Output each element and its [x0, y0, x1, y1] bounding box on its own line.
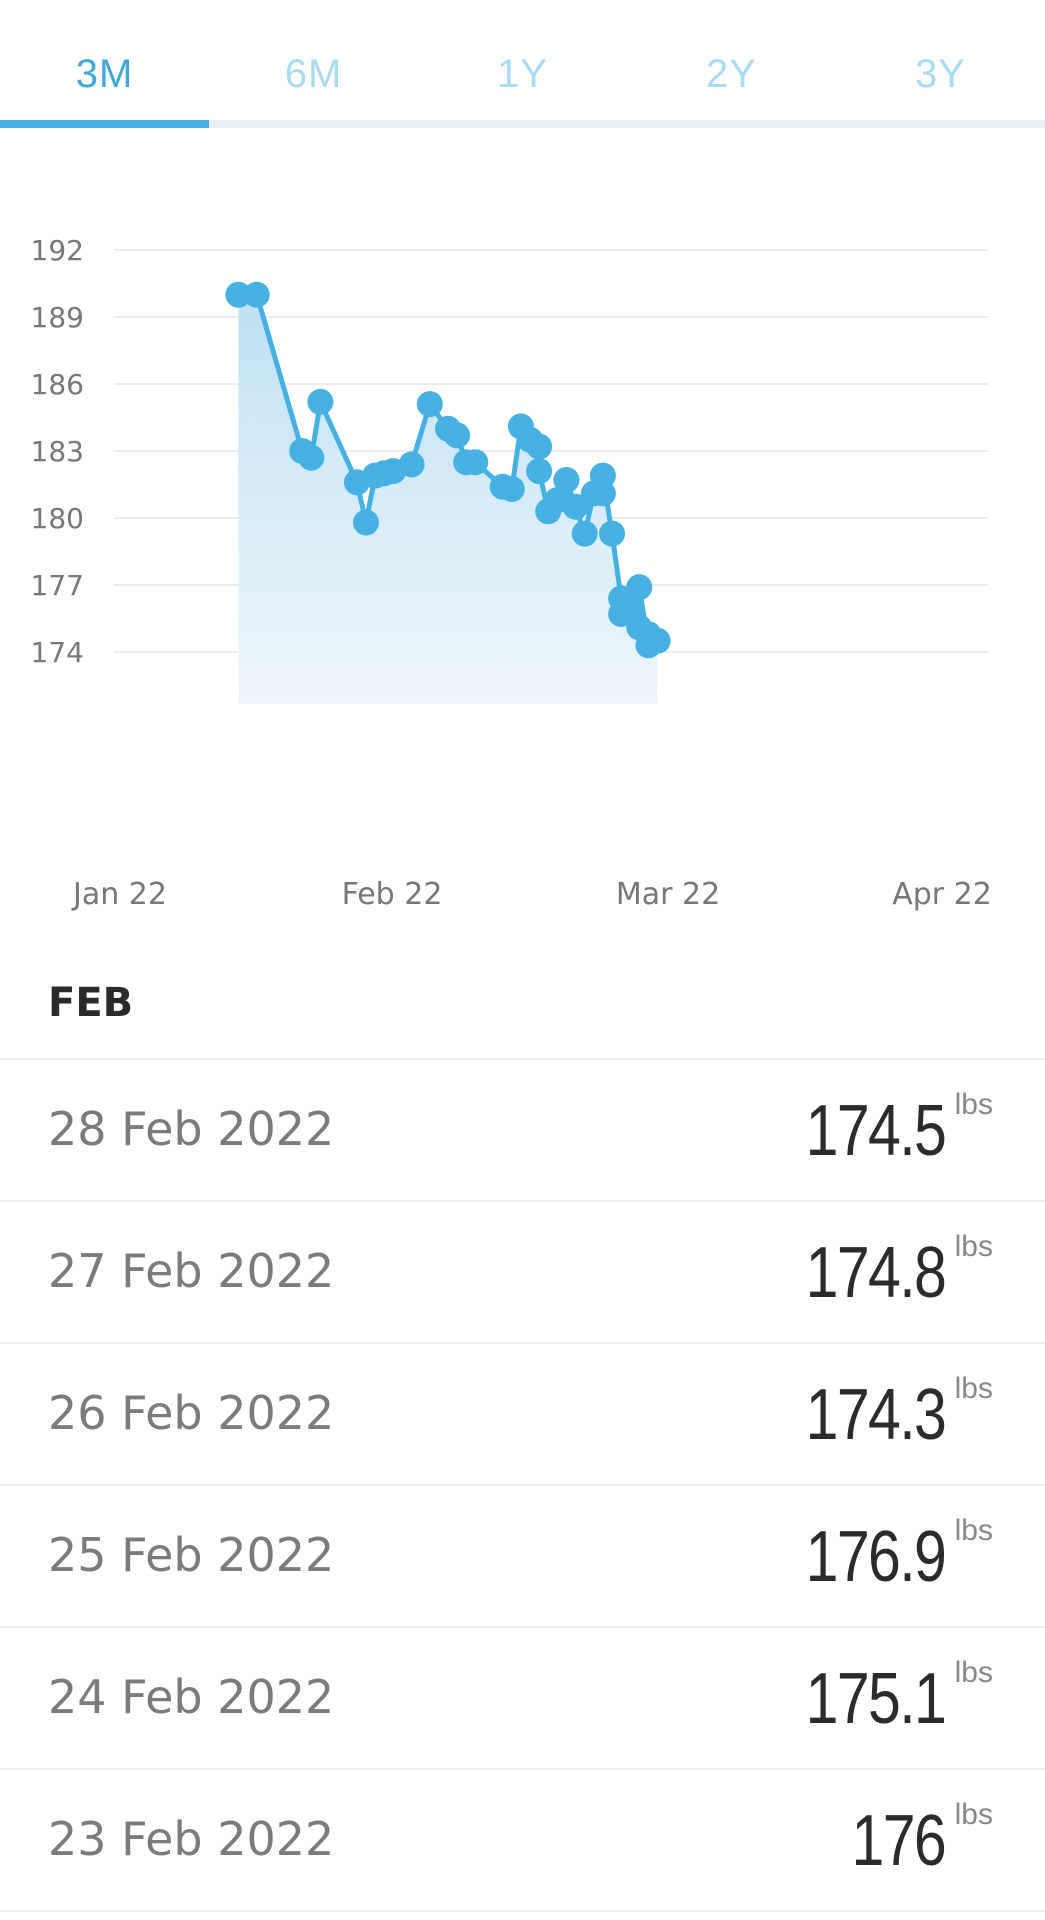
list-item[interactable]: 26 Feb 2022 174.3 lbs: [0, 1342, 1045, 1484]
list-item[interactable]: 28 Feb 2022 174.5 lbs: [0, 1058, 1045, 1200]
tab-track: [0, 120, 1045, 128]
entry-weight: 174.3: [805, 1375, 946, 1455]
x-tick-label: Apr 22: [892, 877, 992, 912]
entry-unit: lbs: [954, 1230, 993, 1263]
data-point: [617, 594, 644, 621]
y-tick-label: 183: [31, 435, 84, 468]
list-item[interactable]: 25 Feb 2022 176.9 lbs: [0, 1484, 1045, 1626]
range-tabs: 3M 6M 1Y 2Y 3Y: [0, 0, 1045, 128]
data-point: [416, 391, 443, 418]
data-point: [444, 422, 471, 449]
list-item[interactable]: 23 Feb 2022 176 lbs: [0, 1768, 1045, 1910]
entry-date: 26 Feb 2022: [48, 1386, 335, 1440]
entry-date: 27 Feb 2022: [48, 1244, 335, 1298]
data-point: [599, 520, 625, 547]
y-tick-label: 192: [31, 234, 84, 267]
entry-unit: lbs: [954, 1514, 993, 1547]
list-divider: [0, 1910, 1045, 1912]
weight-entry-list: 28 Feb 2022 174.5 lbs 27 Feb 2022 174.8 …: [0, 1058, 1045, 1912]
y-tick-label: 189: [31, 301, 84, 334]
entry-unit: lbs: [954, 1372, 993, 1405]
x-tick-label: Jan 22: [71, 877, 167, 912]
data-point: [562, 493, 589, 520]
entry-date: 25 Feb 2022: [48, 1528, 335, 1582]
data-point: [589, 480, 616, 507]
tab-3y[interactable]: 3Y: [915, 52, 966, 96]
tab-active-indicator: [0, 120, 209, 128]
entry-unit: lbs: [954, 1088, 993, 1121]
y-tick-label: 186: [31, 368, 84, 401]
entry-unit: lbs: [954, 1656, 993, 1689]
entry-weight: 174.5: [805, 1091, 946, 1171]
data-point: [498, 476, 525, 502]
data-point: [526, 458, 553, 485]
data-point: [526, 433, 553, 460]
x-tick-label: Feb 22: [342, 877, 443, 912]
tab-3m[interactable]: 3M: [75, 52, 134, 96]
y-tick-label: 180: [31, 502, 84, 535]
entry-date: 28 Feb 2022: [48, 1102, 335, 1156]
list-item[interactable]: 24 Feb 2022 175.1 lbs: [0, 1626, 1045, 1768]
x-tick-label: Mar 22: [616, 877, 720, 912]
data-point: [225, 281, 252, 308]
entry-weight: 176: [851, 1801, 946, 1881]
data-point: [571, 520, 598, 547]
data-point: [462, 449, 489, 476]
list-item[interactable]: 27 Feb 2022 174.8 lbs: [0, 1200, 1045, 1342]
y-tick-label: 174: [31, 636, 84, 669]
tab-2y[interactable]: 2Y: [706, 52, 757, 96]
tab-1y[interactable]: 1Y: [497, 52, 548, 96]
data-point: [626, 574, 653, 601]
tab-6m[interactable]: 6M: [284, 52, 343, 96]
entry-date: 24 Feb 2022: [48, 1670, 335, 1724]
data-point: [644, 627, 671, 654]
data-point: [553, 467, 580, 493]
data-point: [353, 509, 379, 536]
weight-chart[interactable]: 192 189 186 183 180 177 174 Jan 22 Feb 22 Mar 22 A…: [0, 200, 1045, 940]
data-point: [307, 388, 334, 415]
entry-date: 23 Feb 2022: [48, 1812, 335, 1866]
data-point: [298, 444, 325, 471]
y-tick-label: 177: [31, 569, 84, 602]
entry-weight: 174.8: [805, 1233, 946, 1313]
entry-weight: 175.1: [805, 1659, 946, 1739]
data-point: [398, 451, 425, 478]
data-point: [243, 281, 270, 308]
entry-weight: 176.9: [805, 1517, 946, 1597]
series-area: [238, 294, 658, 704]
data-point: [589, 462, 616, 489]
month-header: FEB: [48, 980, 134, 1026]
entry-unit: lbs: [954, 1798, 993, 1831]
